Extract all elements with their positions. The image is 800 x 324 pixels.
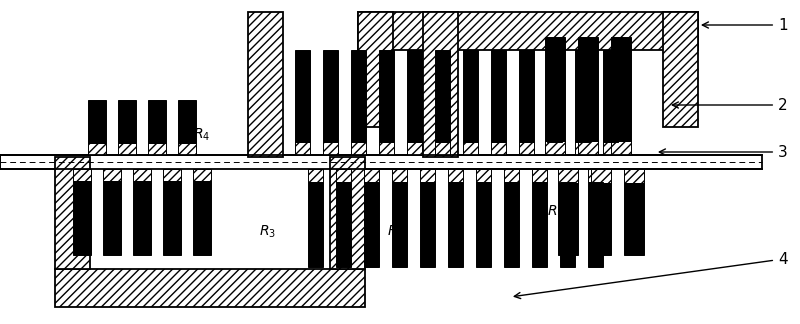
- Bar: [578, 141, 598, 155]
- Bar: [588, 169, 603, 182]
- Bar: [88, 100, 106, 143]
- Bar: [603, 142, 618, 155]
- Bar: [435, 142, 450, 155]
- Bar: [336, 169, 351, 182]
- Bar: [163, 181, 181, 255]
- Bar: [519, 50, 534, 142]
- Bar: [88, 143, 106, 155]
- Bar: [407, 50, 422, 142]
- Bar: [90, 157, 330, 269]
- Bar: [193, 181, 211, 255]
- Bar: [148, 100, 166, 143]
- Bar: [393, 50, 663, 127]
- Bar: [558, 169, 578, 183]
- Bar: [603, 50, 618, 142]
- Bar: [611, 37, 631, 141]
- Bar: [519, 142, 534, 155]
- Bar: [463, 142, 478, 155]
- Bar: [435, 50, 450, 142]
- Bar: [392, 169, 407, 182]
- Bar: [491, 50, 506, 142]
- Bar: [379, 50, 394, 142]
- Text: 2: 2: [672, 98, 788, 112]
- Bar: [532, 182, 547, 267]
- Bar: [308, 169, 323, 182]
- Bar: [0, 155, 762, 169]
- Bar: [591, 183, 611, 255]
- Bar: [560, 169, 575, 182]
- Bar: [547, 50, 562, 142]
- Bar: [103, 169, 121, 181]
- Bar: [611, 141, 631, 155]
- Bar: [392, 182, 407, 267]
- Bar: [248, 12, 283, 157]
- Bar: [118, 143, 136, 155]
- Bar: [178, 143, 196, 155]
- Text: $R_2$: $R_2$: [386, 224, 403, 240]
- Bar: [133, 169, 151, 181]
- Bar: [624, 183, 644, 255]
- Text: $R_4$: $R_4$: [194, 127, 210, 143]
- Text: 4: 4: [514, 251, 788, 299]
- Bar: [491, 142, 506, 155]
- Text: 3: 3: [659, 145, 788, 159]
- Bar: [420, 182, 435, 267]
- Bar: [308, 182, 323, 267]
- Bar: [547, 142, 562, 155]
- Bar: [663, 12, 698, 127]
- Bar: [476, 169, 491, 182]
- Bar: [558, 183, 578, 255]
- Bar: [420, 169, 435, 182]
- Text: $R_3$: $R_3$: [259, 224, 277, 240]
- Bar: [379, 142, 394, 155]
- Bar: [323, 142, 338, 155]
- Bar: [463, 50, 478, 142]
- Bar: [103, 181, 121, 255]
- Bar: [358, 12, 393, 127]
- Text: 1: 1: [702, 17, 788, 32]
- Bar: [163, 169, 181, 181]
- Bar: [55, 269, 365, 307]
- Bar: [407, 142, 422, 155]
- Bar: [476, 182, 491, 267]
- Bar: [624, 169, 644, 183]
- Bar: [504, 182, 519, 267]
- Bar: [323, 50, 338, 142]
- Bar: [358, 12, 698, 50]
- Bar: [591, 169, 611, 183]
- Bar: [133, 181, 151, 255]
- Bar: [148, 143, 166, 155]
- Text: $R_1$: $R_1$: [546, 204, 563, 220]
- Bar: [336, 182, 351, 267]
- Bar: [575, 50, 590, 142]
- Bar: [73, 169, 91, 181]
- Bar: [588, 182, 603, 267]
- Bar: [364, 182, 379, 267]
- Bar: [532, 169, 547, 182]
- Bar: [351, 142, 366, 155]
- Bar: [448, 169, 463, 182]
- Bar: [295, 50, 310, 142]
- Bar: [351, 50, 366, 142]
- Bar: [178, 100, 196, 143]
- Bar: [545, 141, 565, 155]
- Bar: [545, 37, 565, 141]
- Bar: [560, 182, 575, 267]
- Bar: [118, 100, 136, 143]
- Bar: [330, 157, 365, 269]
- Bar: [575, 142, 590, 155]
- Bar: [364, 169, 379, 182]
- Bar: [578, 37, 598, 141]
- Bar: [295, 142, 310, 155]
- Bar: [193, 169, 211, 181]
- Bar: [423, 12, 458, 157]
- Bar: [55, 157, 90, 269]
- Bar: [73, 181, 91, 255]
- Bar: [448, 182, 463, 267]
- Bar: [504, 169, 519, 182]
